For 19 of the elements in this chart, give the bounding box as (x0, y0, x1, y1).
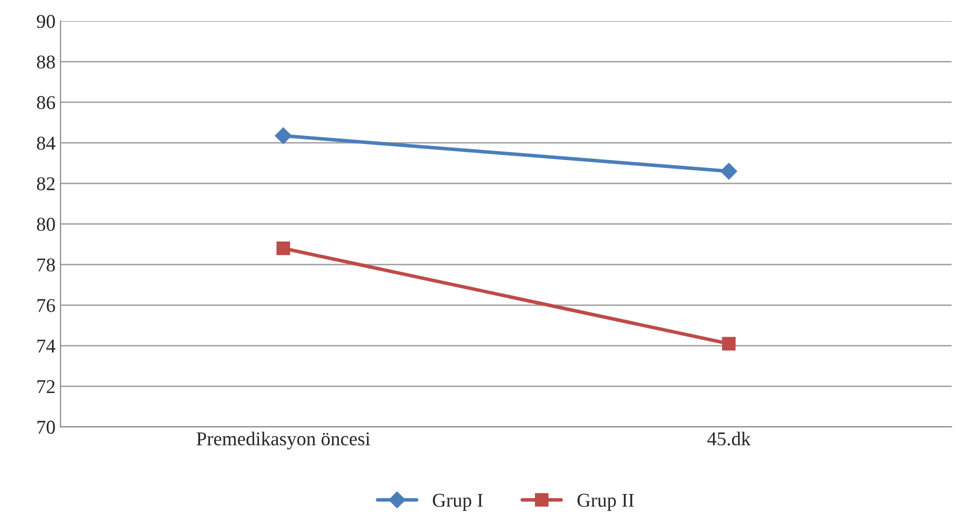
y-tick-label: 76 (37, 299, 56, 312)
y-tick-label: 86 (36, 96, 56, 110)
y-tick-label: 90 (36, 14, 55, 28)
point (720, 162, 738, 180)
y-tick-label: 84 (36, 136, 56, 150)
legend-label: Grup II (578, 494, 634, 511)
y-tick-label: 72 (37, 380, 55, 394)
x-tick-label: Premedikasyon öncesi (196, 432, 370, 450)
y-tick-label: 88 (36, 55, 55, 69)
y-tick-label: 80 (36, 218, 55, 231)
point (276, 242, 290, 256)
point (274, 127, 292, 144)
point (722, 336, 736, 350)
y-tick-label: 78 (37, 258, 55, 272)
y-tick-label: 70 (37, 420, 55, 434)
x-tick-label: 45.dk (707, 432, 751, 446)
legend-label: Grup I (432, 494, 483, 511)
y-tick-label: 74 (37, 340, 56, 352)
y-tick-label: 82 (36, 177, 55, 190)
